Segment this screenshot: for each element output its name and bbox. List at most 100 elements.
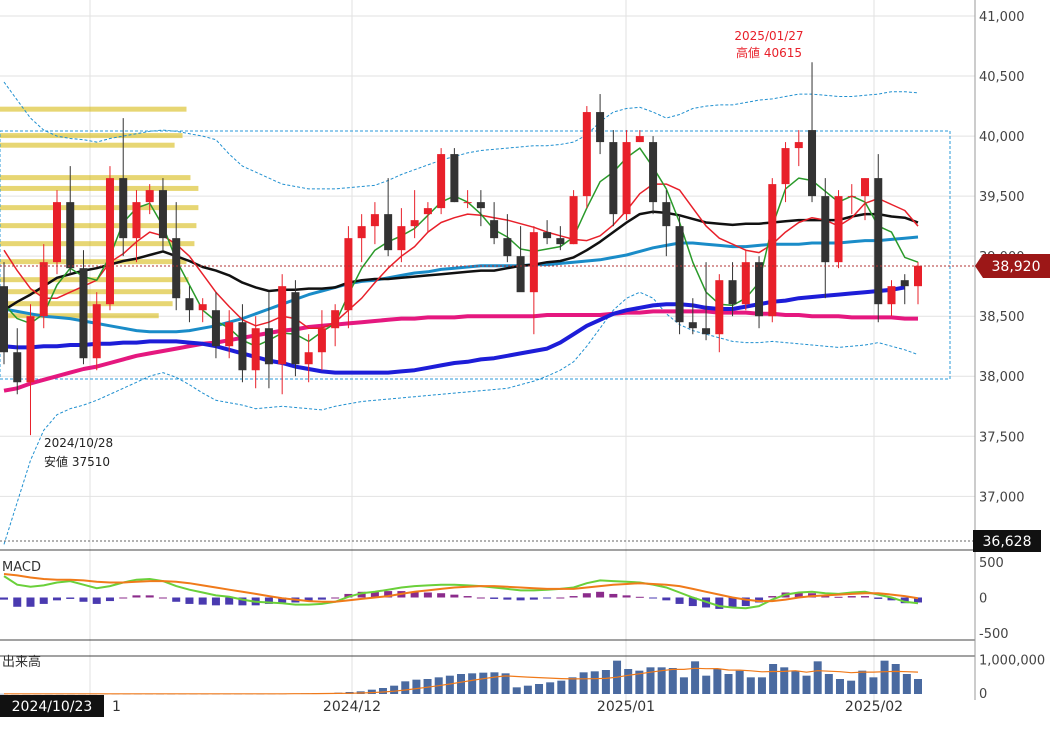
volume-bar (780, 667, 789, 694)
volume-profile-bar (0, 133, 183, 139)
candle-body (821, 196, 830, 263)
volume-bar (579, 672, 588, 694)
candle-body (384, 214, 393, 251)
candle-body (463, 202, 472, 204)
volume-title: 出来高 (2, 654, 41, 670)
candle-body (264, 328, 273, 365)
price-axis: 41,00040,50040,00039,50039,00038,50038,0… (979, 10, 1025, 505)
candle-body (808, 130, 817, 197)
macd-histogram-bar (463, 596, 472, 598)
macd-histogram-bar (344, 593, 353, 598)
macd-histogram-bar (0, 597, 8, 600)
macd-histogram-bar (847, 596, 856, 598)
volume-bar (791, 670, 800, 694)
volume-profile-bar (0, 223, 197, 229)
macd-histogram-bar (370, 591, 379, 598)
macd-histogram-bar (39, 597, 48, 604)
candle-body (702, 328, 711, 335)
volume-bar (635, 670, 644, 694)
macd-histogram-bar (596, 591, 605, 598)
candle-body (344, 238, 353, 311)
candle-body (556, 238, 565, 245)
candle-body (861, 178, 870, 197)
bollinger-bb_lower (3, 291, 919, 545)
macd-histogram-bar (304, 597, 313, 602)
volume-bar (858, 670, 867, 694)
price-tick-label: 37,000 (979, 490, 1025, 505)
volume-bar (691, 661, 700, 694)
macd-histogram-bar (66, 597, 75, 599)
macd-histogram-bar (119, 597, 128, 599)
candle-body (609, 142, 618, 215)
volume-profile-bar (0, 185, 199, 191)
volume-bar (479, 672, 488, 694)
bollinger-bb_upper (3, 81, 919, 190)
volume-profile-bar (0, 175, 191, 181)
volume-bar (501, 673, 510, 694)
macd-histogram-bar (92, 597, 101, 604)
volume-bar (568, 677, 577, 694)
low-price-label: 36,628 (983, 534, 1032, 550)
candle-body (741, 262, 750, 305)
macd-histogram-bar (887, 597, 896, 601)
macd-histogram-bar (490, 597, 499, 599)
macd-histogram-bar (158, 597, 167, 599)
macd-histogram-bar (914, 597, 922, 603)
macd-histogram-bar (357, 591, 366, 598)
macd-histogram-bar (834, 596, 843, 598)
macd-histogram-bar (688, 597, 697, 607)
candle-body (582, 112, 591, 197)
volume-bar (824, 674, 833, 694)
candle-body (476, 202, 485, 209)
macd-histogram-bar (331, 597, 340, 599)
macd-histogram-bar (79, 597, 88, 602)
candle-body (794, 142, 803, 149)
candle-body (516, 256, 525, 293)
macd-histogram-bar (529, 597, 538, 600)
macd-histogram-bar (132, 595, 141, 598)
macd-histogram-bar (264, 597, 273, 604)
low-annotation-text: 安値 37510 (44, 454, 110, 469)
volume-profile-bar (0, 259, 187, 265)
candle-body (92, 304, 101, 359)
cursor-date-label: 2024/10/23 (12, 699, 93, 715)
date-axis-label: 2025/02 (845, 699, 903, 715)
candle-body (291, 292, 300, 365)
candle-body (675, 226, 684, 323)
macd-histogram-bar (622, 595, 631, 598)
volume-bar (367, 689, 376, 694)
candle-body (251, 328, 260, 371)
date-axis-label: 2024/12 (323, 699, 381, 715)
candle-body (622, 142, 631, 215)
macd-histogram-bar (794, 592, 803, 598)
volume-profile-bar (0, 205, 199, 211)
volume-bar (914, 679, 922, 694)
candle-body (728, 280, 737, 305)
volume-panel: 出来高 1,000,000 0 (0, 654, 1045, 702)
candle-body (145, 190, 154, 203)
macd-histogram-bar (569, 596, 578, 598)
volume-bar (390, 685, 399, 694)
candlesticks (0, 62, 922, 436)
macd-histogram-bar (211, 597, 220, 606)
volume-average-line (4, 667, 919, 695)
macd-histogram-bar (900, 597, 909, 604)
price-tick-label: 38,500 (979, 310, 1025, 325)
macd-signal-line (3, 573, 919, 603)
low-annotation-date: 2024/10/28 (44, 436, 113, 450)
volume-bar (401, 681, 410, 694)
volume-bar (423, 679, 432, 694)
macd-histogram-bar (172, 597, 181, 602)
macd-histogram-bar (105, 597, 114, 602)
candle-body (887, 286, 896, 305)
volume-bar (880, 660, 889, 694)
macd-histogram-bar (450, 594, 459, 598)
candle-body (569, 196, 578, 245)
bollinger-bands (3, 81, 919, 545)
macd-histogram-bar (317, 597, 326, 600)
price-tick-label: 40,000 (979, 130, 1025, 145)
candle-body (543, 232, 552, 239)
candle-body (132, 202, 141, 239)
macd-histogram-bar (185, 597, 194, 604)
candle-body (158, 190, 167, 239)
